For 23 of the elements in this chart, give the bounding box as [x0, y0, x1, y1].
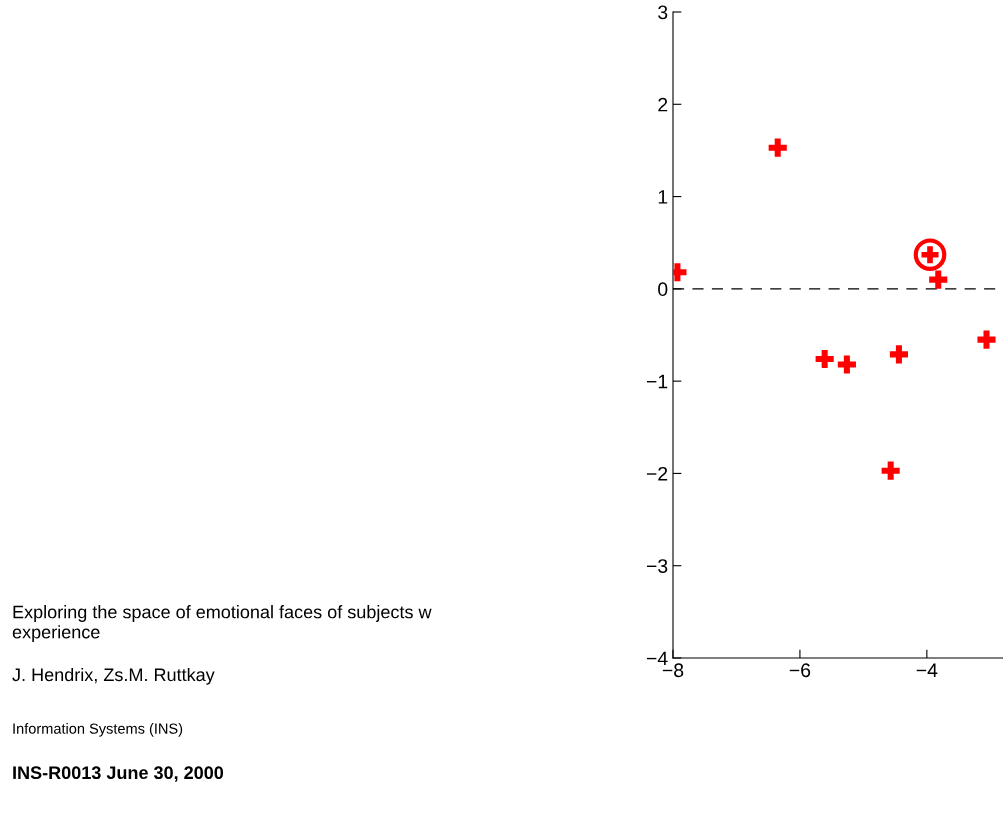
point	[768, 138, 787, 157]
point	[881, 461, 900, 480]
x-tick-label: −4	[916, 663, 938, 677]
point	[977, 330, 996, 349]
y-tick-label: 0	[658, 282, 668, 297]
point	[913, 238, 947, 272]
text: INS-R0013 June 30, 2000	[13, 766, 224, 782]
point	[929, 270, 948, 289]
point	[889, 345, 908, 364]
x-tick-label: −8	[662, 663, 684, 678]
text: J. Hendrix, Zs.M. Ruttkay	[12, 667, 215, 685]
y-tick-label: 2	[658, 97, 668, 112]
y-tick-label: 1	[658, 190, 668, 204]
point	[815, 349, 834, 369]
text: Information Systems (INS)	[13, 723, 183, 737]
y-tick-label: 3	[658, 5, 668, 20]
text: Exploring the space of emotional faces of subjects w experience	[12, 605, 432, 643]
point	[837, 355, 856, 374]
y-tick-label: −2	[646, 466, 668, 481]
x-tick-label: −6	[789, 663, 811, 678]
y-tick-label: −3	[646, 559, 668, 573]
y-tick-label: −4	[646, 651, 668, 666]
y-tick-label: −1	[646, 374, 668, 389]
